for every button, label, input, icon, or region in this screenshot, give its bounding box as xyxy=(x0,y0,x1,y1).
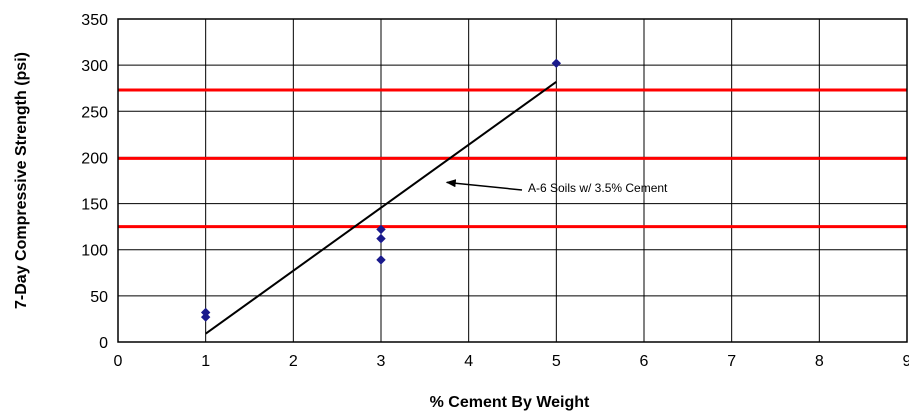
x-tick-label: 8 xyxy=(815,353,824,370)
plot-frame xyxy=(117,18,908,343)
data-point xyxy=(551,58,562,69)
y-tick-label: 250 xyxy=(81,104,108,121)
annotation-group: A-6 Soils w/ 3.5% Cement xyxy=(445,179,668,195)
data-point xyxy=(376,224,386,235)
y-tick-label: 150 xyxy=(81,197,108,214)
x-tick-label: 2 xyxy=(289,353,298,370)
annotation-text: A-6 Soils w/ 3.5% Cement xyxy=(528,181,668,195)
y-tick-labels: 0 50 100 150 200 250 300 350 xyxy=(81,12,108,352)
x-axis-title: % Cement By Weight xyxy=(430,394,590,411)
x-tick-label: 3 xyxy=(377,353,386,370)
x-tick-label: 6 xyxy=(640,353,649,370)
x-tick-label: 4 xyxy=(464,353,473,370)
trendline xyxy=(205,80,557,335)
data-point xyxy=(200,312,211,322)
annotation-arrow xyxy=(445,179,523,191)
grid xyxy=(117,18,908,343)
data-point xyxy=(376,255,386,265)
y-tick-label: 200 xyxy=(81,150,108,167)
x-tick-label: 1 xyxy=(201,353,210,370)
y-tick-label: 350 xyxy=(81,12,108,29)
y-axis-title: 7-Day Compressive Strength (psi) xyxy=(13,52,30,309)
y-tick-label: 50 xyxy=(90,289,108,306)
data-points xyxy=(200,58,562,322)
x-tick-label: 5 xyxy=(552,353,561,370)
trendline-group xyxy=(205,80,557,335)
y-tick-label: 100 xyxy=(81,243,108,260)
data-point xyxy=(376,233,386,244)
reference-lines xyxy=(118,88,907,229)
y-tick-label: 300 xyxy=(81,58,108,75)
x-tick-label: 0 xyxy=(114,353,123,370)
x-tick-label: 9 xyxy=(903,353,909,370)
x-tick-label: 7 xyxy=(727,353,736,370)
x-tick-labels: 0 1 2 3 4 5 6 7 8 9 xyxy=(114,353,909,370)
y-tick-label: 0 xyxy=(99,335,108,352)
